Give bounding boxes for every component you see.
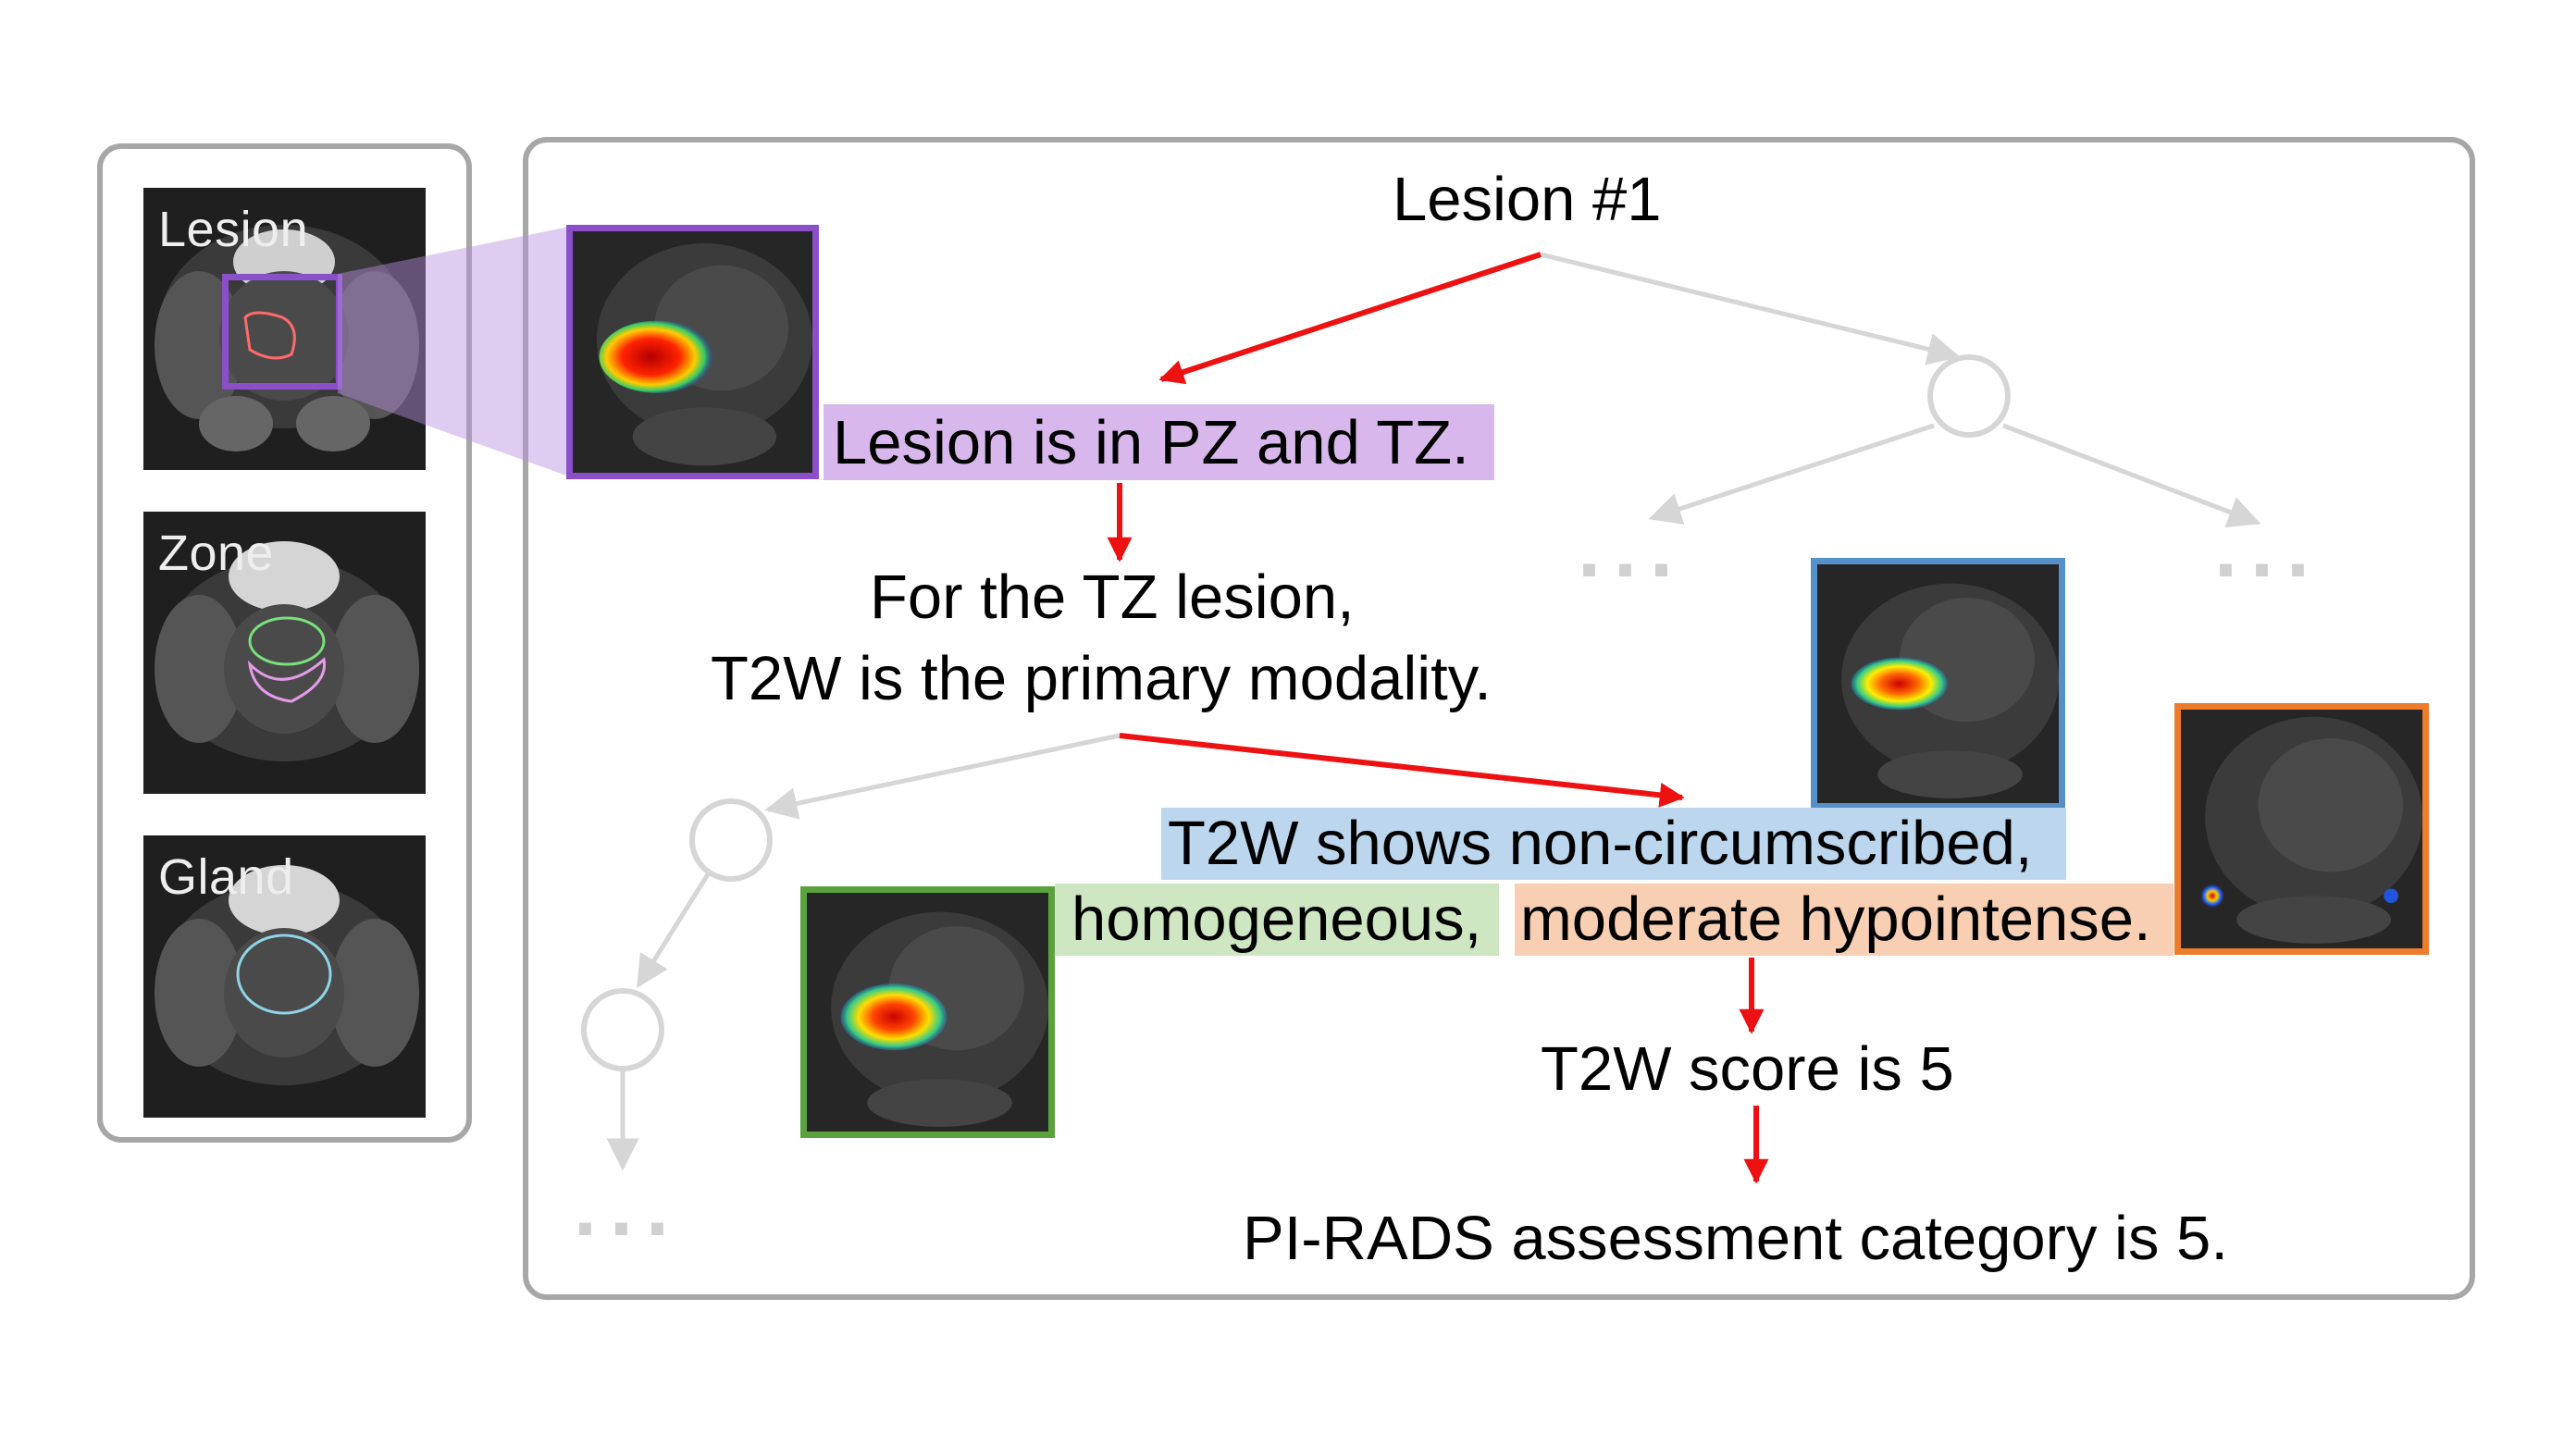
tree-branch-upper: [1540, 252, 1961, 365]
arrow-root-to-location: [1158, 252, 1542, 385]
ellipsis-upper-left: ...: [1578, 502, 1687, 595]
zoom-wedge: [338, 227, 569, 476]
ellipsis-lower-left: ...: [574, 1161, 683, 1254]
lesion-crop-box: [222, 274, 342, 390]
lesion-heatmap-image: [566, 225, 819, 479]
tree-branch-lower: [764, 733, 1121, 820]
arrow-modality-to-findings: [1119, 733, 1685, 808]
tree-branch-upper-right: [2002, 423, 2261, 528]
location-statement: Lesion is in PZ and TZ.: [833, 408, 1469, 477]
modality-line-2: T2W is the primary modality.: [711, 644, 1492, 713]
modality-line-1: For the TZ lesion,: [870, 563, 1355, 632]
root-node-label: Lesion #1: [1393, 165, 1662, 234]
tree-node-lower: [689, 798, 773, 882]
ellipsis-upper-right: ...: [2214, 502, 2323, 595]
finding-margin: homogeneous,: [1071, 884, 1482, 954]
tree-node-upper: [1927, 354, 2011, 438]
signal-highlight: [1515, 884, 2174, 956]
tree-branch-upper-left: [1648, 423, 1935, 525]
gland-mask-thumbnail: Gland: [143, 835, 426, 1118]
reasoning-panel-frame: [523, 137, 2475, 1300]
thumbnail-label-zone: Zone: [158, 526, 275, 581]
margin-highlight: [1055, 884, 1499, 956]
finding-shape: T2W shows non-circumscribed,: [1168, 809, 2033, 878]
tree-branch-lower-down: [636, 872, 711, 988]
lesion-mask-thumbnail: Lesion: [143, 188, 426, 470]
location-highlight: [824, 404, 1494, 480]
finding-signal: moderate hypointense.: [1520, 884, 2151, 954]
thumbnail-label-gland: Gland: [158, 849, 294, 905]
pirads-category: PI-RADS assessment category is 5.: [1243, 1204, 2228, 1273]
shape-heatmap-image: [1811, 558, 2065, 810]
t2w-score: T2W score is 5: [1541, 1034, 1954, 1104]
thumbnail-label-lesion: Lesion: [158, 202, 309, 257]
margin-heatmap-image: [800, 886, 1055, 1138]
left-panel-frame: [97, 143, 472, 1143]
signal-heatmap-image: [2174, 703, 2429, 955]
shape-highlight: [1161, 808, 2066, 880]
tree-node-leaf: [581, 988, 664, 1071]
zone-mask-thumbnail: Zone: [143, 512, 426, 794]
